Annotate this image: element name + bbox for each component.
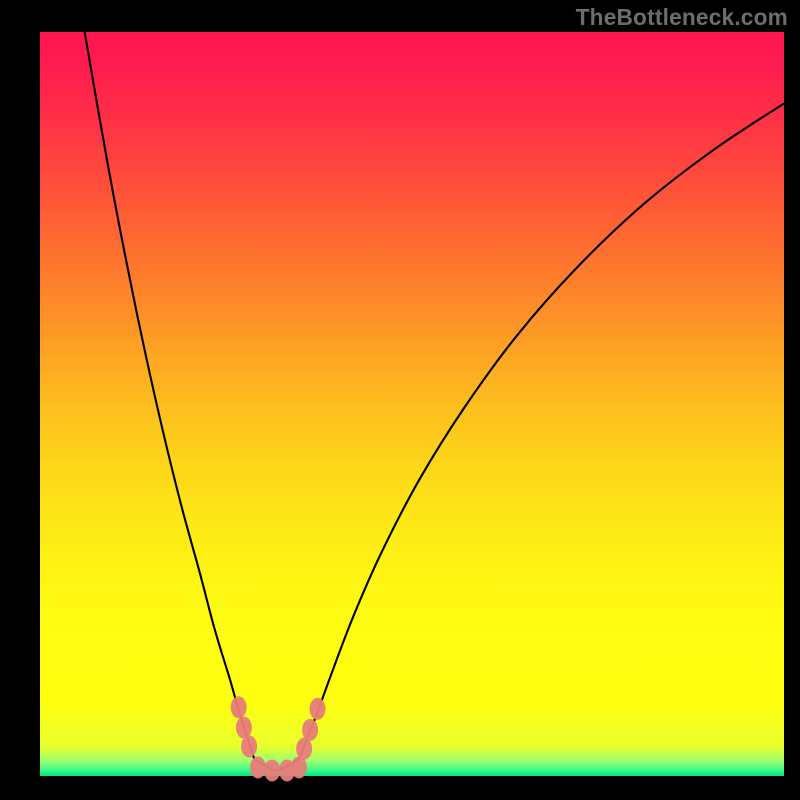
marker-blob xyxy=(302,719,318,741)
marker-blob xyxy=(250,756,266,778)
marker-blob xyxy=(310,698,326,720)
marker-blob xyxy=(241,735,257,757)
marker-blob xyxy=(291,756,307,778)
figure-root: TheBottleneck.com xyxy=(0,0,800,800)
marker-blob xyxy=(296,738,312,760)
marker-blobs xyxy=(231,696,326,781)
marker-blob xyxy=(264,759,280,781)
watermark: TheBottleneck.com xyxy=(576,4,788,31)
plot-area xyxy=(40,32,784,784)
marker-blob xyxy=(231,696,247,718)
plot-inner xyxy=(40,32,784,784)
bottleneck-curve xyxy=(40,32,784,784)
curve-left-branch xyxy=(85,32,255,759)
marker-blob xyxy=(236,717,252,739)
curve-right-branch xyxy=(299,103,784,759)
